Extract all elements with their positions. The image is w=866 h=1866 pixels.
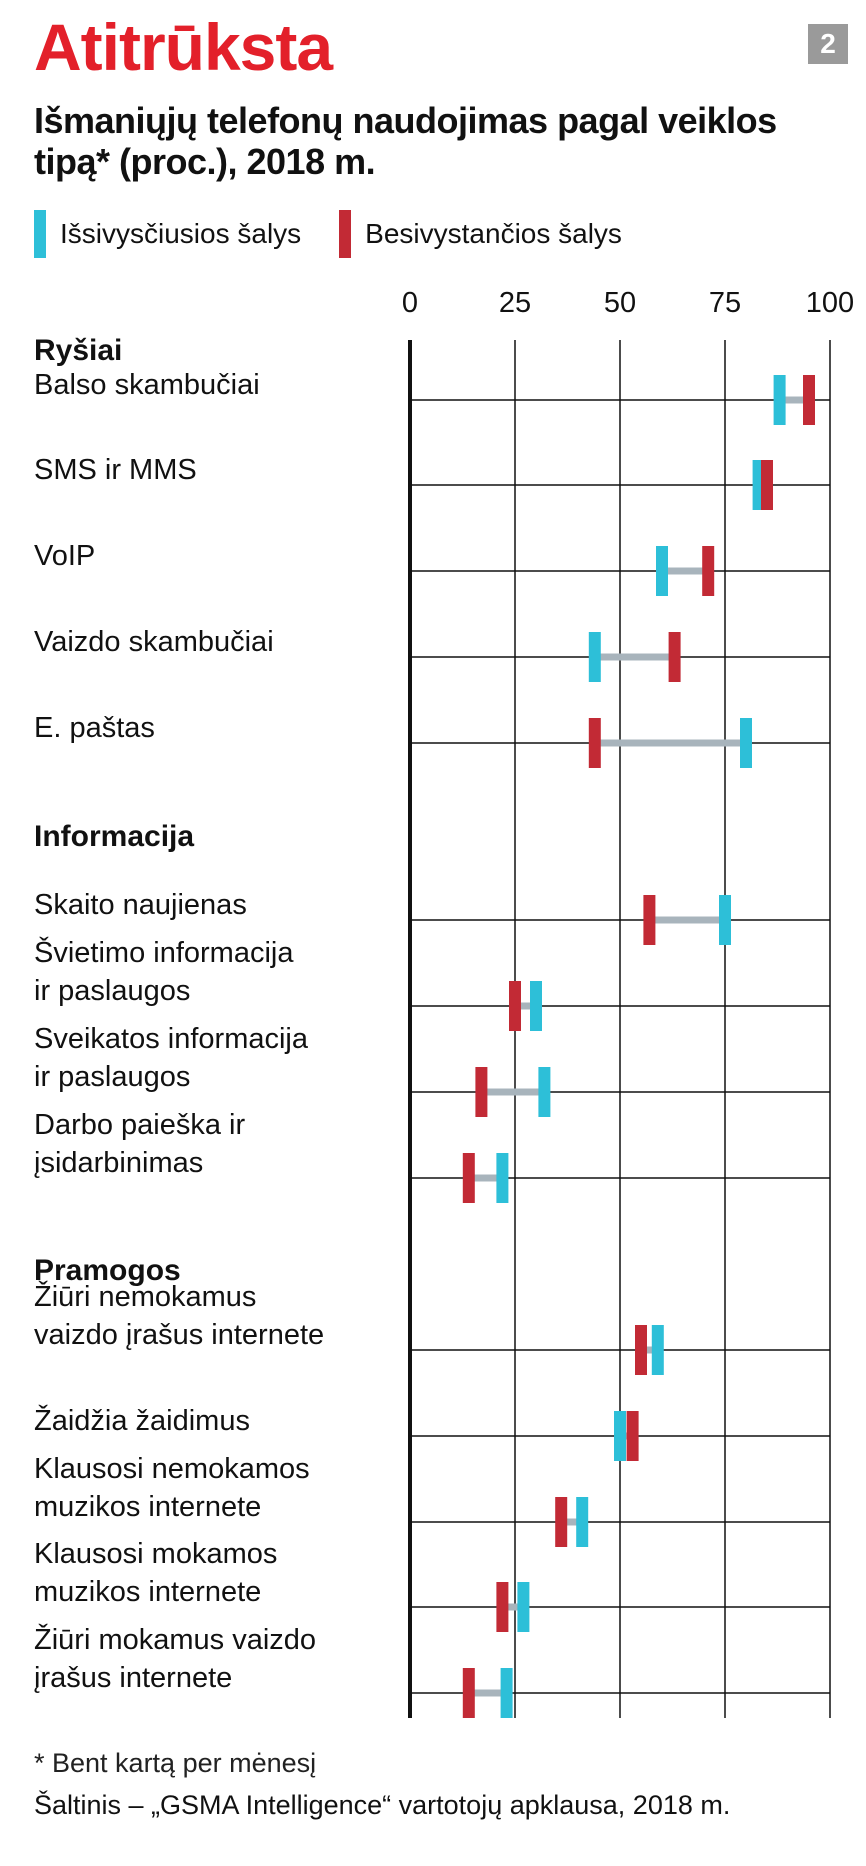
row-label-1-2-0: Sveikatos informacija [34,1023,309,1055]
row-label-0-0-0: Balso skambučiai [34,369,260,401]
marker-developing-2-3 [496,1582,509,1632]
marker-developing-1-3 [462,1153,475,1203]
row-label-1-0-0: Skaito naujienas [34,889,247,921]
row-label-2-0-1: vaizdo įrašus internete [34,1319,324,1351]
chart-title: Išmaniųjų telefonų naudojimas pagal veik… [34,100,777,182]
source-note: Šaltinis – „GSMA Intelligence“ vartotojų… [34,1790,731,1820]
marker-developing-0-4 [588,718,601,768]
marker-developed-0-2 [656,546,668,596]
row-label-1-1-1: ir paslaugos [34,975,190,1007]
marker-developing-1-1 [509,981,521,1031]
marker-developed-2-4 [500,1668,513,1718]
marker-developed-0-3 [588,632,601,682]
row-label-2-4-1: įrašus internete [34,1662,232,1694]
row-label-0-4-0: E. paštas [34,712,155,744]
marker-developed-2-2 [576,1497,589,1547]
marker-developed-2-3 [517,1582,530,1632]
marker-developing-2-4 [462,1668,475,1718]
legend-item-developing: Besivystančios šalys [339,210,622,258]
footnote: * Bent kartą per mėnesį [34,1748,317,1778]
x-tick-label-25: 25 [499,290,531,319]
legend-swatch-developed [34,210,46,258]
marker-developing-1-0 [643,895,656,945]
row-label-2-3-0: Klausosi mokamos [34,1538,277,1570]
row-label-1-3-0: Darbo paieška ir [34,1109,245,1141]
row-label-2-0-0: Žiūri nemokamus [34,1280,256,1313]
x-tick-label-75: 75 [709,290,741,319]
marker-developed-0-0 [773,375,786,425]
marker-developed-0-4 [740,718,752,768]
marker-developing-0-0 [803,375,815,425]
marker-developing-2-2 [555,1497,568,1547]
marker-developed-1-1 [530,981,542,1031]
row-label-0-1-0: SMS ir MMS [34,454,197,486]
x-tick-label-0: 0 [402,290,418,319]
row-label-0-2-0: VoIP [34,540,95,572]
marker-developing-0-2 [702,546,715,596]
row-label-2-2-0: Klausosi nemokamos [34,1453,310,1485]
group-label-0: Ryšiai [34,334,122,367]
marker-developing-2-1 [626,1411,639,1461]
x-tick-label-50: 50 [604,290,636,319]
marker-developed-1-2 [538,1067,551,1117]
marker-developing-1-2 [475,1067,488,1117]
group-label-1: Informacija [34,820,194,853]
marker-developing-2-0 [635,1325,647,1375]
marker-developed-2-1 [614,1411,626,1461]
group-label-2: Pramogos [34,1254,181,1287]
legend-label-developed: Išsivysčiusios šalys [60,218,302,249]
legend-item-developed: Išsivysčiusios šalys [34,210,301,258]
row-label-2-2-1: muzikos internete [34,1491,261,1523]
marker-developing-0-1 [761,460,773,510]
marker-developed-2-0 [651,1325,664,1375]
page-number-badge: 2 [808,24,848,64]
marker-developed-1-0 [719,895,731,945]
x-tick-label-100: 100 [806,290,854,319]
row-label-1-1-0: Švietimo informacija [34,935,294,969]
row-label-1-3-1: įsidarbinimas [34,1147,203,1179]
legend: Išsivysčiusios šalys Besivystančios šaly… [34,210,660,258]
legend-label-developing: Besivystančios šalys [365,218,622,249]
supertitle: Atitrūksta [34,10,333,84]
row-label-0-3-0: Vaizdo skambučiai [34,626,274,658]
legend-swatch-developing [339,210,352,258]
row-label-2-3-1: muzikos internete [34,1576,261,1608]
row-label-1-2-1: ir paslaugos [34,1061,190,1093]
marker-developing-0-3 [668,632,681,682]
row-label-2-4-0: Žiūri mokamus vaizdo [34,1623,316,1656]
row-label-2-1-0: Žaidžia žaidimus [34,1404,250,1437]
marker-developed-1-3 [496,1153,509,1203]
